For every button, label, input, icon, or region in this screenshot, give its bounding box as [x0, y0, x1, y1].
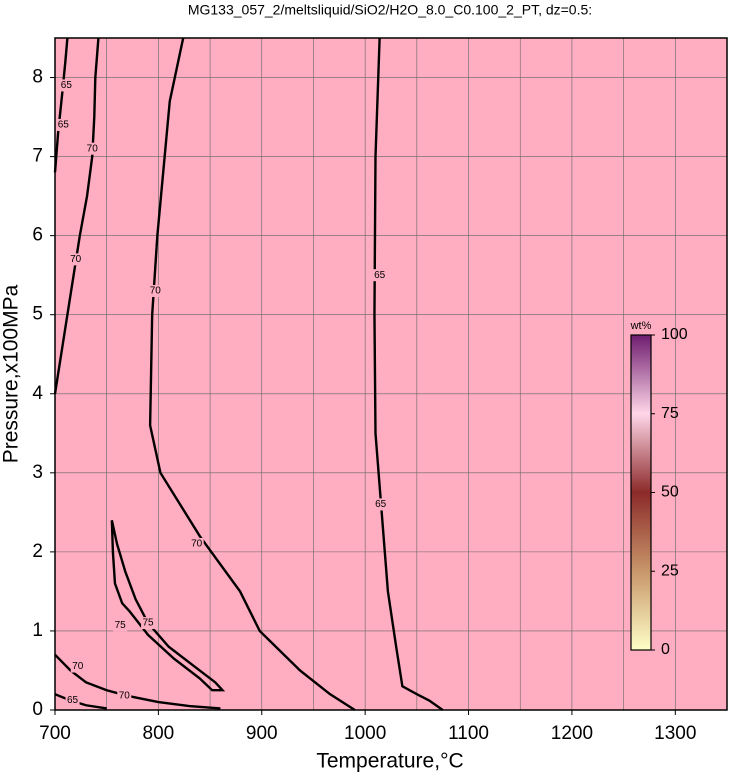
x-tick-label: 700 — [39, 723, 71, 744]
contour-label: 70 — [119, 690, 131, 701]
contour-label-bg — [70, 660, 85, 673]
y-tick-label: 7 — [32, 146, 43, 167]
contour-label-bg — [59, 79, 74, 92]
x-tick-label: 800 — [143, 723, 175, 744]
x-axis-title: Temperature,°C — [316, 750, 463, 773]
colorbar-tick-label: 100 — [661, 326, 688, 343]
x-tick-label: 1200 — [551, 723, 593, 744]
colorbar-tick-label: 50 — [661, 484, 679, 501]
colorbar-tick-label: 25 — [661, 562, 679, 579]
contour-label-bg — [373, 498, 388, 511]
contour-label: 75 — [142, 618, 154, 629]
colorbar-tick-label: 75 — [661, 405, 679, 422]
y-tick-label: 4 — [32, 383, 43, 404]
contour-label-bg — [148, 284, 163, 297]
x-tick-label: 1100 — [448, 723, 489, 744]
x-tick-label: 1000 — [344, 723, 386, 744]
y-tick-label: 6 — [32, 225, 43, 246]
contour-label: 70 — [70, 254, 82, 265]
contour-label: 70 — [72, 661, 84, 672]
y-tick-label: 8 — [32, 67, 43, 88]
chart-title: MG133_057_2/meltsliquid/SiO2/H2O_8.0_C0.… — [188, 2, 592, 18]
contour-label-bg — [141, 617, 156, 630]
contour-label-bg — [113, 619, 128, 632]
y-tick-label: 0 — [32, 699, 43, 720]
contour-label: 70 — [191, 539, 203, 550]
contour-line — [148, 37, 356, 712]
contour-label-bg — [189, 537, 204, 550]
contour-line — [53, 37, 69, 173]
contour-label-bg — [65, 694, 80, 707]
contour-label: 65 — [67, 695, 79, 706]
contour-label-bg — [85, 142, 100, 155]
contour-label-bg — [117, 689, 132, 702]
contour-label-bg — [372, 269, 387, 282]
contour-line — [53, 37, 100, 394]
contour-line — [110, 520, 226, 692]
contour-line — [373, 37, 444, 711]
contour-label-bg — [68, 253, 83, 266]
contour-label: 65 — [61, 80, 73, 91]
plot-frame — [54, 37, 728, 711]
contour-label: 75 — [115, 620, 127, 631]
contour-label: 65 — [375, 499, 387, 510]
colorbar-tick-label: 0 — [661, 641, 670, 658]
y-tick-label: 5 — [32, 304, 43, 325]
colorbar-title: wt% — [630, 320, 652, 332]
y-tick-label: 2 — [32, 541, 43, 562]
contour-label: 70 — [87, 143, 99, 154]
x-tick-label: 1300 — [654, 723, 696, 744]
contour-label: 65 — [374, 270, 386, 281]
y-tick-label: 3 — [32, 462, 43, 483]
plot-area — [55, 38, 727, 710]
x-tick-label: 900 — [246, 723, 278, 744]
contour-label: 70 — [150, 286, 162, 297]
y-axis-title: Pressure,x100MPa — [0, 284, 23, 463]
contour-label-bg — [56, 118, 71, 131]
contour-label: 65 — [58, 120, 70, 131]
colorbar — [630, 334, 652, 651]
y-tick-label: 1 — [32, 620, 43, 641]
